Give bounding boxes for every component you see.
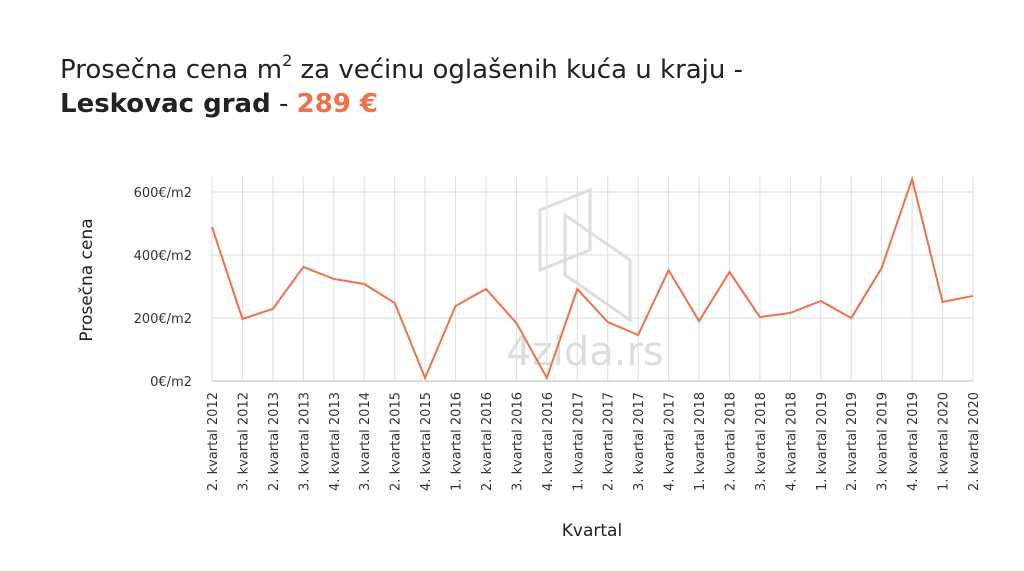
x-tick-label: 3. kvartal 2019 bbox=[876, 392, 891, 491]
title-text: Prosečna cena m bbox=[60, 55, 282, 85]
y-tick-label: 200€/m2 bbox=[134, 312, 192, 327]
chart-title: Prosečna cena m2 za većinu oglašenih kuć… bbox=[60, 51, 743, 85]
x-tick-label: 2. kvartal 2015 bbox=[389, 392, 404, 491]
x-tick-label: 2. kvartal 2018 bbox=[723, 392, 738, 491]
x-tick-label: 4. kvartal 2019 bbox=[906, 392, 921, 491]
separator: - bbox=[271, 89, 297, 119]
price: 289 € bbox=[297, 89, 378, 119]
x-tick-label: 4. kvartal 2018 bbox=[784, 392, 799, 491]
x-tick-label: 4. kvartal 2015 bbox=[419, 392, 434, 491]
x-tick-label: 3. kvartal 2013 bbox=[297, 392, 312, 491]
x-tick-label: 2. kvartal 2020 bbox=[967, 392, 982, 491]
x-tick-label: 2. kvartal 2013 bbox=[267, 392, 282, 491]
x-tick-label: 2. kvartal 2019 bbox=[845, 392, 860, 491]
x-axis-label: Kvartal bbox=[562, 521, 622, 541]
x-tick-label: 2. kvartal 2016 bbox=[480, 392, 495, 491]
x-tick-label: 4. kvartal 2013 bbox=[328, 392, 343, 491]
y-tick-label: 600€/m2 bbox=[134, 186, 192, 201]
x-tick-label: 1. kvartal 2019 bbox=[815, 392, 830, 491]
x-tick-label: 1. kvartal 2018 bbox=[693, 392, 708, 491]
x-tick-label: 2. kvartal 2012 bbox=[206, 392, 221, 491]
title-superscript: 2 bbox=[282, 51, 292, 70]
title-text: za većinu oglašenih kuća u kraju - bbox=[292, 55, 743, 85]
x-tick-label: 4. kvartal 2016 bbox=[541, 392, 556, 491]
x-tick-label: 3. kvartal 2014 bbox=[358, 392, 373, 491]
y-axis-label: Prosečna cena bbox=[77, 218, 97, 341]
x-tick-label: 3. kvartal 2012 bbox=[236, 392, 251, 491]
line bbox=[211, 175, 974, 381]
chart-subtitle: Leskovac grad - 289 € bbox=[60, 89, 378, 119]
watermark-text: 4zida.rs bbox=[506, 329, 663, 375]
x-tick-label: 3. kvartal 2018 bbox=[754, 392, 769, 491]
y-tick-label: 0€/m2 bbox=[150, 375, 192, 390]
location: Leskovac grad bbox=[60, 89, 271, 119]
x-tick-label: 1. kvartal 2017 bbox=[571, 392, 586, 491]
x-tick-label: 3. kvartal 2016 bbox=[510, 392, 525, 491]
x-tick-label: 1. kvartal 2016 bbox=[450, 392, 465, 491]
x-tick-label: 2. kvartal 2017 bbox=[602, 392, 617, 491]
x-tick-label: 3. kvartal 2017 bbox=[632, 392, 647, 491]
x-tick-label: 4. kvartal 2017 bbox=[663, 392, 678, 491]
x-tick-label: 1. kvartal 2020 bbox=[937, 392, 952, 491]
y-tick-label: 400€/m2 bbox=[134, 249, 192, 264]
